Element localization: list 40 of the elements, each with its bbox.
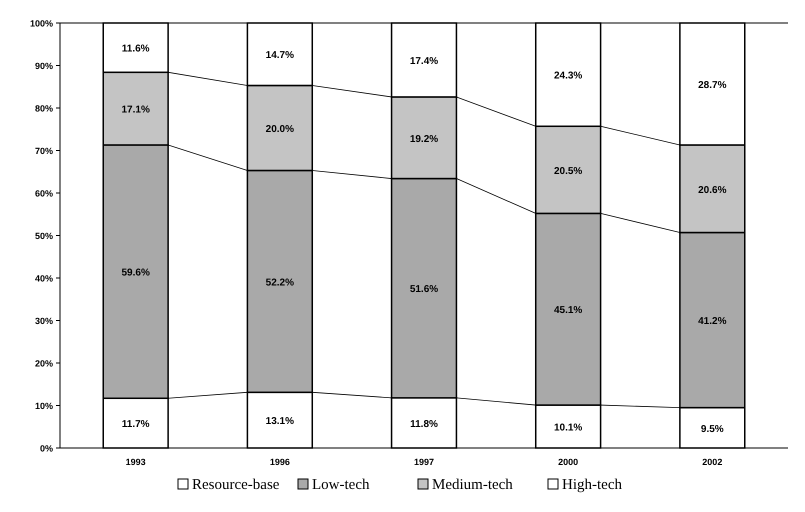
- y-tick-label: 100%: [30, 18, 53, 28]
- data-label: 45.1%: [554, 305, 582, 316]
- x-tick-label: 2002: [702, 457, 722, 467]
- data-label: 28.7%: [698, 80, 727, 91]
- y-tick-label: 40%: [34, 274, 53, 284]
- y-tick-label: 10%: [34, 401, 53, 411]
- legend-label: Low-tech: [312, 477, 370, 493]
- data-label: 11.8%: [410, 418, 438, 430]
- data-label: 9.5%: [700, 424, 724, 435]
- legend-label: High-tech: [562, 477, 622, 493]
- legend-label: Medium-tech: [432, 477, 514, 493]
- y-tick-label: 0%: [40, 444, 53, 454]
- data-label: 17.1%: [122, 104, 150, 116]
- legend-label: Resource-base: [192, 477, 280, 493]
- data-label: 20.5%: [554, 166, 582, 177]
- data-label: 20.6%: [698, 184, 727, 196]
- x-tick-label: 1996: [270, 457, 290, 467]
- y-tick-label: 60%: [34, 188, 53, 198]
- y-tick-label: 80%: [34, 104, 53, 114]
- y-tick-label: 70%: [34, 146, 53, 156]
- data-label: 10.1%: [554, 422, 582, 434]
- data-label: 19.2%: [410, 134, 438, 145]
- x-tick-label: 2000: [558, 457, 578, 467]
- data-label: 59.6%: [122, 268, 150, 279]
- data-label: 51.6%: [410, 284, 438, 296]
- data-label: 17.4%: [410, 56, 438, 67]
- y-tick-label: 20%: [34, 358, 53, 368]
- data-label: 11.7%: [122, 419, 150, 430]
- data-label: 41.2%: [698, 316, 727, 328]
- data-label: 13.1%: [266, 416, 294, 428]
- y-tick-label: 50%: [34, 231, 53, 241]
- data-label: 20.0%: [266, 124, 294, 135]
- y-tick-label: 90%: [34, 61, 53, 71]
- data-label: 14.7%: [266, 50, 294, 62]
- y-tick-label: 30%: [34, 316, 53, 326]
- x-tick-label: 1993: [126, 457, 146, 467]
- data-label: 52.2%: [266, 277, 294, 288]
- data-label: 24.3%: [554, 70, 582, 82]
- data-label: 11.6%: [122, 44, 150, 55]
- x-tick-label: 1997: [414, 457, 434, 467]
